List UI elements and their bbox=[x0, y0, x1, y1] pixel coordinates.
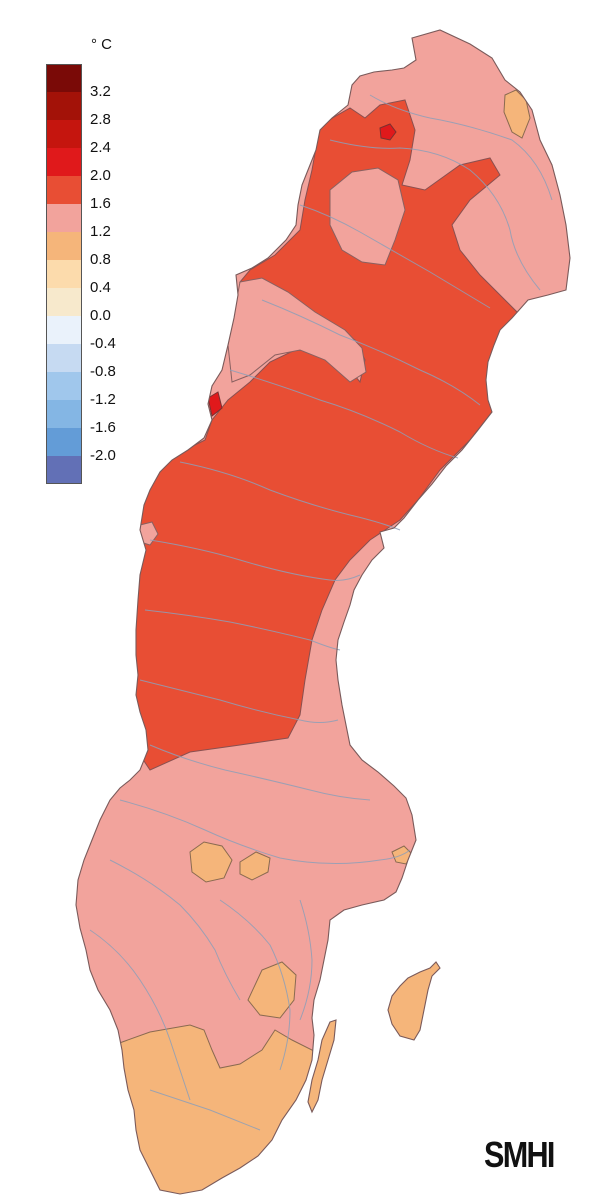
legend-tick-label: 2.0 bbox=[90, 167, 111, 184]
legend-tick-label: -0.4 bbox=[90, 335, 116, 352]
legend-swatch bbox=[46, 260, 82, 288]
legend-tick-label: -2.0 bbox=[90, 447, 116, 464]
zone-0-8-smaland bbox=[247, 961, 297, 1019]
zone-1-2-mountains bbox=[227, 277, 367, 383]
legend-swatch bbox=[46, 92, 82, 120]
island-oland bbox=[308, 1020, 336, 1112]
legend-tick-label: 0.8 bbox=[90, 251, 111, 268]
zone-1-2-tornetrask bbox=[329, 167, 406, 266]
legend-swatch bbox=[46, 64, 82, 92]
zone-0-8-south bbox=[79, 1024, 321, 1194]
legend-swatch bbox=[46, 428, 82, 456]
legend-swatch bbox=[46, 400, 82, 428]
legend-swatch bbox=[46, 232, 82, 260]
legend-tick-label: 0.0 bbox=[90, 307, 111, 324]
legend-tick-label: -0.8 bbox=[90, 363, 116, 380]
legend-swatch bbox=[46, 372, 82, 400]
legend-swatch bbox=[46, 204, 82, 232]
legend-swatch bbox=[46, 288, 82, 316]
legend-tick-label: 2.8 bbox=[90, 111, 111, 128]
island-gotland bbox=[388, 962, 440, 1040]
legend-tick-label: 1.6 bbox=[90, 195, 111, 212]
legend-swatch bbox=[46, 176, 82, 204]
legend-swatch bbox=[46, 456, 82, 484]
legend-swatch bbox=[46, 316, 82, 344]
legend-unit-label: ° C bbox=[91, 36, 112, 53]
zone-2-0-border bbox=[207, 391, 223, 417]
zone-0-8-lake-1 bbox=[189, 841, 233, 883]
legend: ° C 3.2 2.8 2.4 2.0 1.6 1.2 0.8 0.4 0.0 -0.4 -0.8 -… bbox=[46, 36, 156, 486]
legend-tick-label: 1.2 bbox=[90, 223, 111, 240]
legend-swatch bbox=[46, 344, 82, 372]
region-borders bbox=[75, 29, 571, 1195]
rivers bbox=[89, 94, 553, 1131]
zone-0-8-northeast bbox=[503, 89, 531, 139]
legend-tick-label: 0.4 bbox=[90, 279, 111, 296]
zone-0-8-lake-2 bbox=[239, 851, 271, 881]
legend-tick-label: -1.6 bbox=[90, 419, 116, 436]
smhi-logo: SMHI bbox=[484, 1134, 555, 1175]
legend-tick-label: -1.2 bbox=[90, 391, 116, 408]
zone-2-0-kebnekaise bbox=[379, 123, 397, 141]
legend-tick-label: 3.2 bbox=[90, 83, 111, 100]
legend-swatch bbox=[46, 120, 82, 148]
legend-swatch bbox=[46, 148, 82, 176]
legend-tick-label: 2.4 bbox=[90, 139, 111, 156]
